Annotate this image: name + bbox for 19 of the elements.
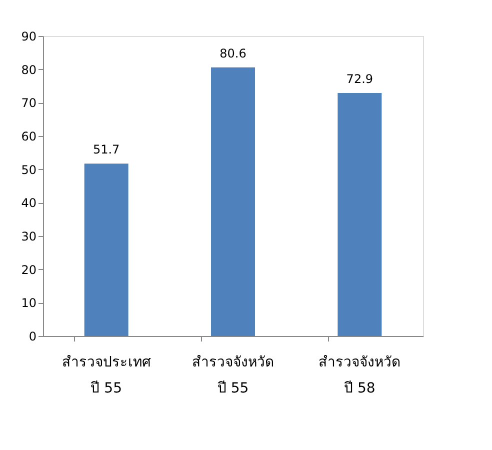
y-tick-label: 0 xyxy=(28,330,36,344)
data-label: 51.7 xyxy=(92,142,120,157)
x-tick-label: สำรวจจังหวัด ปี 55 xyxy=(192,354,274,396)
y-tick-label: 60 xyxy=(21,130,36,144)
x-tick-label: สำรวจประเทศ ปี 55 xyxy=(62,354,151,396)
bar xyxy=(84,164,128,336)
y-tick-label: 90 xyxy=(21,30,36,44)
y-tick-label: 40 xyxy=(21,196,36,210)
y-tick-label: 20 xyxy=(21,262,36,277)
y-tick-label: 50 xyxy=(21,162,36,177)
x-tick-label: สำรวจจังหวัด ปี 58 xyxy=(318,354,401,396)
y-tick-label: 70 xyxy=(21,96,36,110)
data-label: 72.9 xyxy=(346,72,374,86)
bar xyxy=(338,93,382,336)
y-tick-label: 30 xyxy=(21,230,36,244)
bar xyxy=(211,67,255,336)
y-tick-label: 80 xyxy=(21,62,36,77)
data-label: 80.6 xyxy=(220,46,246,60)
y-tick-label: 10 xyxy=(21,296,36,310)
